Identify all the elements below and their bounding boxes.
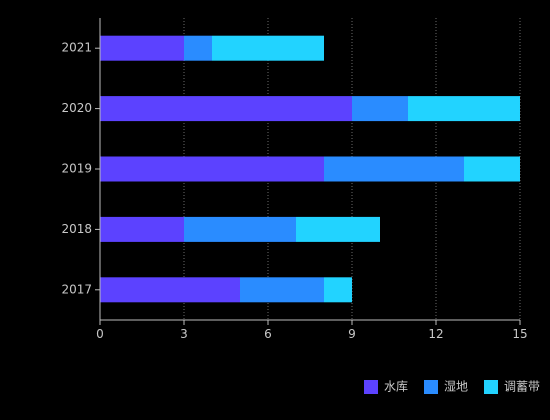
x-tick-label: 12 xyxy=(428,327,443,341)
y-tick-label: 2021 xyxy=(61,41,92,55)
bar-2019-series-0 xyxy=(100,156,324,182)
bar-2020-series-2 xyxy=(408,96,520,122)
y-tick-label: 2018 xyxy=(61,222,92,236)
bar-2017-series-1 xyxy=(240,277,324,303)
x-tick-label: 9 xyxy=(348,327,356,341)
bar-2018-series-0 xyxy=(100,216,184,242)
bar-2017-series-0 xyxy=(100,277,240,303)
legend-swatch-2 xyxy=(484,380,498,394)
bar-2018-series-2 xyxy=(296,216,380,242)
y-tick-label: 2017 xyxy=(61,282,92,296)
bar-layer xyxy=(100,35,520,303)
x-tick-label: 3 xyxy=(180,327,188,341)
x-tick-label: 0 xyxy=(96,327,104,341)
legend-label-1: 湿地 xyxy=(444,379,468,394)
bar-2018-series-1 xyxy=(184,216,296,242)
legend-swatch-1 xyxy=(424,380,438,394)
x-tick-label: 6 xyxy=(264,327,272,341)
bar-2017-series-2 xyxy=(324,277,352,303)
legend: 水库 湿地 调蓄带 xyxy=(364,379,540,394)
y-tick-label: 2019 xyxy=(61,162,92,176)
y-tick-label: 2020 xyxy=(61,101,92,115)
bar-2020-series-0 xyxy=(100,96,352,122)
bar-2021-series-0 xyxy=(100,35,184,61)
legend-label-2: 调蓄带 xyxy=(504,380,540,394)
bar-2020-series-1 xyxy=(352,96,408,122)
legend-swatch-0 xyxy=(364,380,378,394)
x-tick-label: 15 xyxy=(512,327,527,341)
legend-label-0: 水库 xyxy=(384,379,408,394)
bar-2019-series-1 xyxy=(324,156,464,182)
bar-2019-series-2 xyxy=(464,156,520,182)
bar-2021-series-2 xyxy=(212,35,324,61)
bar-2021-series-1 xyxy=(184,35,212,61)
axis-layer: 2017 2018 2019 2020 2021 0 3 6 9 12 15 xyxy=(61,18,528,341)
